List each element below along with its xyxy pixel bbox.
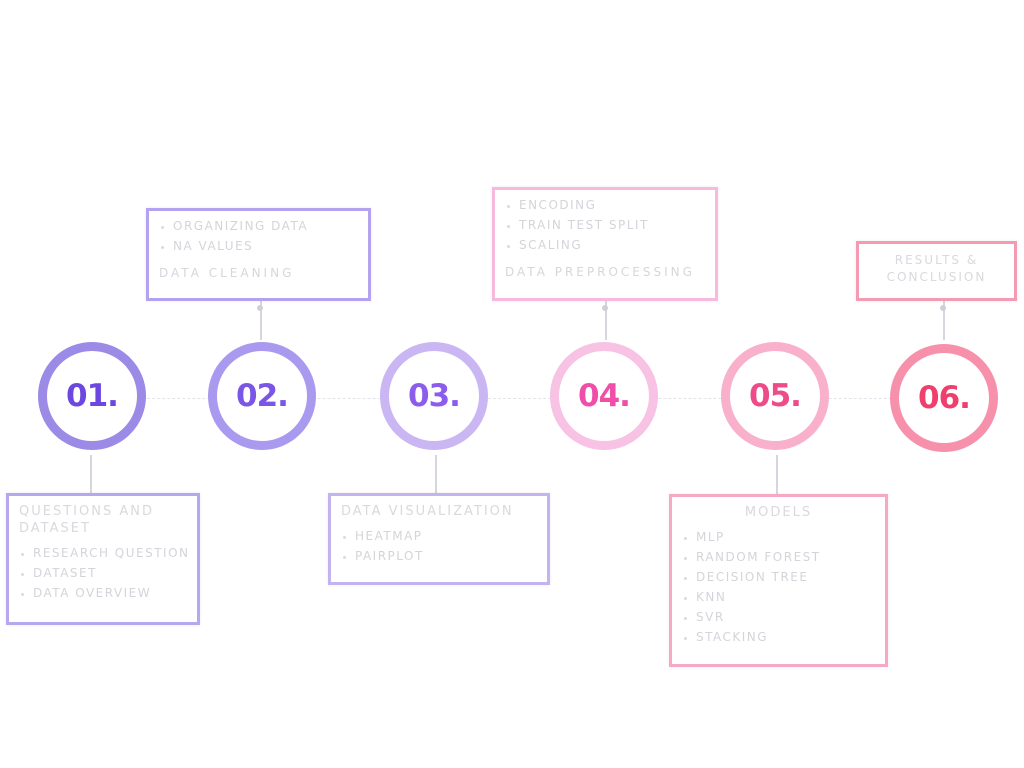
list-item: STACKING <box>696 627 875 647</box>
stem-dot-6 <box>940 305 946 311</box>
step-number: 04. <box>578 378 631 414</box>
stem-5 <box>776 455 778 495</box>
box-item-list: HEATMAP PAIRPLOT <box>341 526 537 566</box>
box-item-list: ENCODING TRAIN TEST SPLIT SCALING <box>505 195 705 255</box>
step-number: 02. <box>236 378 289 414</box>
stem-1 <box>90 455 92 495</box>
list-item: NA VALUES <box>173 236 358 256</box>
step-box-3: DATA VISUALIZATION HEATMAP PAIRPLOT <box>328 493 550 585</box>
step-circle-6: 06. <box>890 344 998 452</box>
box-footer: DATA CLEANING <box>159 266 295 280</box>
stem-dot-4 <box>602 305 608 311</box>
step-number: 06. <box>918 380 971 416</box>
stem-dot-2 <box>257 305 263 311</box>
step-circle-5: 05. <box>721 342 829 450</box>
step-box-4: ENCODING TRAIN TEST SPLIT SCALING DATA P… <box>492 187 718 301</box>
list-item: RESEARCH QUESTION <box>33 543 188 563</box>
list-item: DATASET <box>33 563 187 583</box>
step-circle-3: 03. <box>380 342 488 450</box>
list-item: TRAIN TEST SPLIT <box>519 215 705 235</box>
step-box-6: RESULTS & CONCLUSION <box>856 241 1017 301</box>
box-footer: DATA PREPROCESSING <box>505 265 695 279</box>
list-item: DATA OVERVIEW <box>33 583 187 603</box>
box-item-list: MLP RANDOM FOREST DECISION TREE KNN SVR … <box>682 527 875 647</box>
list-item: SCALING <box>519 235 705 255</box>
step-number: 03. <box>408 378 461 414</box>
step-box-1: QUESTIONS AND DATASET RESEARCH QUESTION … <box>6 493 200 625</box>
stem-6 <box>943 300 945 340</box>
list-item: PAIRPLOT <box>355 546 537 566</box>
list-item: ENCODING <box>519 195 705 215</box>
box-title: MODELS <box>744 505 813 520</box>
box-title: RESULTS & CONCLUSION <box>886 253 987 284</box>
list-item: HEATMAP <box>355 526 537 546</box>
box-title: QUESTIONS AND DATASET <box>19 504 154 536</box>
step-number: 05. <box>749 378 802 414</box>
list-item: RANDOM FOREST <box>696 547 875 567</box>
stem-3 <box>435 455 437 495</box>
box-item-list: RESEARCH QUESTION DATASET DATA OVERVIEW <box>19 543 188 603</box>
stem-4 <box>605 300 607 340</box>
box-item-list: ORGANIZING DATA NA VALUES <box>159 216 358 256</box>
list-item: DECISION TREE <box>696 567 875 587</box>
list-item: SVR <box>696 607 875 627</box>
step-circle-2: 02. <box>208 342 316 450</box>
timeline-connector <box>92 398 947 399</box>
step-box-2: ORGANIZING DATA NA VALUES DATA CLEANING <box>146 208 371 301</box>
step-circle-4: 04. <box>550 342 658 450</box>
list-item: MLP <box>696 527 875 547</box>
step-circle-1: 01. <box>38 342 146 450</box>
list-item: KNN <box>696 587 875 607</box>
stem-2 <box>260 300 262 340</box>
list-item: ORGANIZING DATA <box>173 216 358 236</box>
box-title: DATA VISUALIZATION <box>341 504 514 519</box>
step-box-5: MODELS MLP RANDOM FOREST DECISION TREE K… <box>669 494 888 667</box>
step-number: 01. <box>66 378 119 414</box>
